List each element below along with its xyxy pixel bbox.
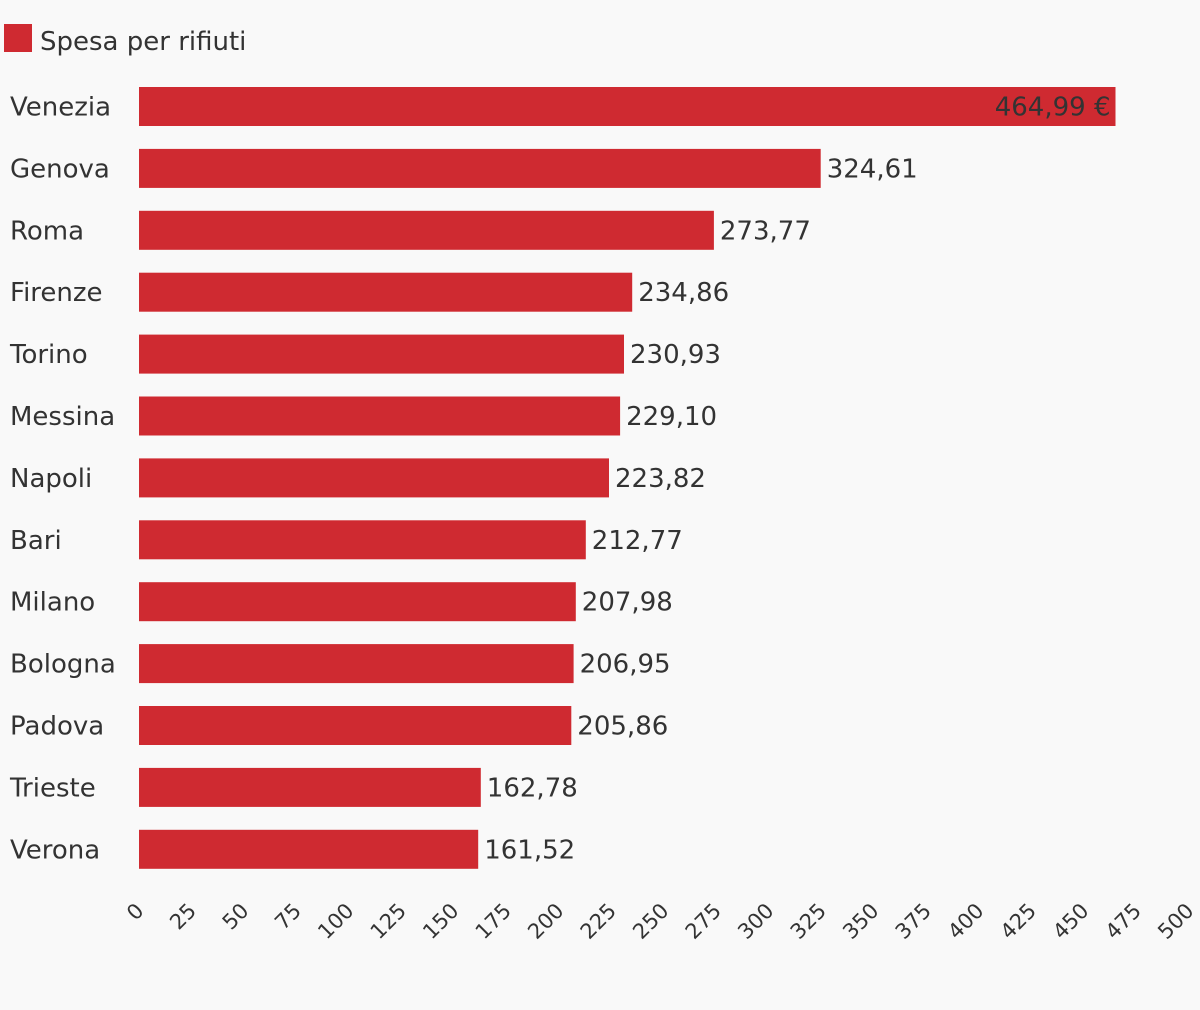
x-tick-label: 250 [628,899,673,944]
value-label: 223,82 [615,464,706,494]
x-tick-label: 75 [270,899,306,935]
x-tick-label: 475 [1101,899,1146,944]
value-label: 464,99 € [995,93,1111,123]
x-tick-label: 375 [891,899,936,944]
bars-group [139,87,1116,869]
legend-label: Spesa per rifiuti [40,27,246,57]
x-tick-label: 50 [218,899,254,935]
x-tick-label: 100 [313,899,358,944]
x-tick-label: 425 [996,899,1041,944]
category-label: Milano [10,588,95,618]
bar [139,767,481,807]
category-label: Bari [10,526,62,556]
legend-swatch [4,24,32,52]
legend: Spesa per rifiuti [4,24,246,57]
x-tick-label: 350 [838,899,883,944]
category-label: Trieste [9,773,96,803]
value-label: 324,61 [827,154,918,184]
category-label: Bologna [10,650,116,680]
value-label: 229,10 [626,402,717,432]
x-tick-label: 300 [733,899,778,944]
x-tick-label: 25 [165,899,201,935]
x-tick-label: 450 [1048,899,1093,944]
value-label: 230,93 [630,340,721,370]
bar [139,520,586,560]
category-label: Genova [10,154,110,184]
x-tick-label: 0 [122,899,148,925]
value-label: 206,95 [580,650,671,680]
x-tick-label: 400 [943,899,988,944]
value-label: 161,52 [484,835,575,865]
bar [139,396,621,436]
category-label: Napoli [10,464,92,494]
bar [139,210,714,250]
x-tick-label: 150 [418,899,463,944]
bar [139,334,624,374]
category-label: Venezia [10,93,111,123]
category-label: Padova [10,712,104,742]
category-label: Verona [10,835,100,865]
category-label: Roma [10,216,84,246]
bar [139,272,633,312]
value-label: 205,86 [577,712,668,742]
value-label: 212,77 [592,526,683,556]
bar [139,582,576,622]
category-label: Torino [9,340,88,370]
x-tick-label: 200 [523,899,568,944]
bar [139,644,574,684]
category-label: Messina [10,402,115,432]
x-tick-label: 175 [471,899,516,944]
x-axis-tick-labels: 0 25 50 75 100 125 150 175 200 225 250 275 300 325 350… [122,899,1198,944]
x-tick-label: 275 [681,899,726,944]
bar [139,87,1116,126]
category-labels: Venezia Genova Roma Firenze Torino Messina Nap… [9,93,116,866]
x-tick-label: 225 [576,899,621,944]
bar [139,458,609,498]
value-label: 273,77 [720,216,811,246]
category-label: Firenze [10,278,103,308]
x-tick-label: 325 [786,899,831,944]
bar [139,829,479,869]
value-label: 207,98 [582,588,673,618]
x-tick-label: 500 [1153,899,1198,944]
value-label: 162,78 [487,773,578,803]
x-tick-label: 125 [366,899,411,944]
value-label: 234,86 [638,278,729,308]
value-labels: 464,99 € 324,61 273,77 234,86 230,93 229,10 22… [484,93,1110,866]
bar [139,706,572,745]
bar [139,148,821,188]
